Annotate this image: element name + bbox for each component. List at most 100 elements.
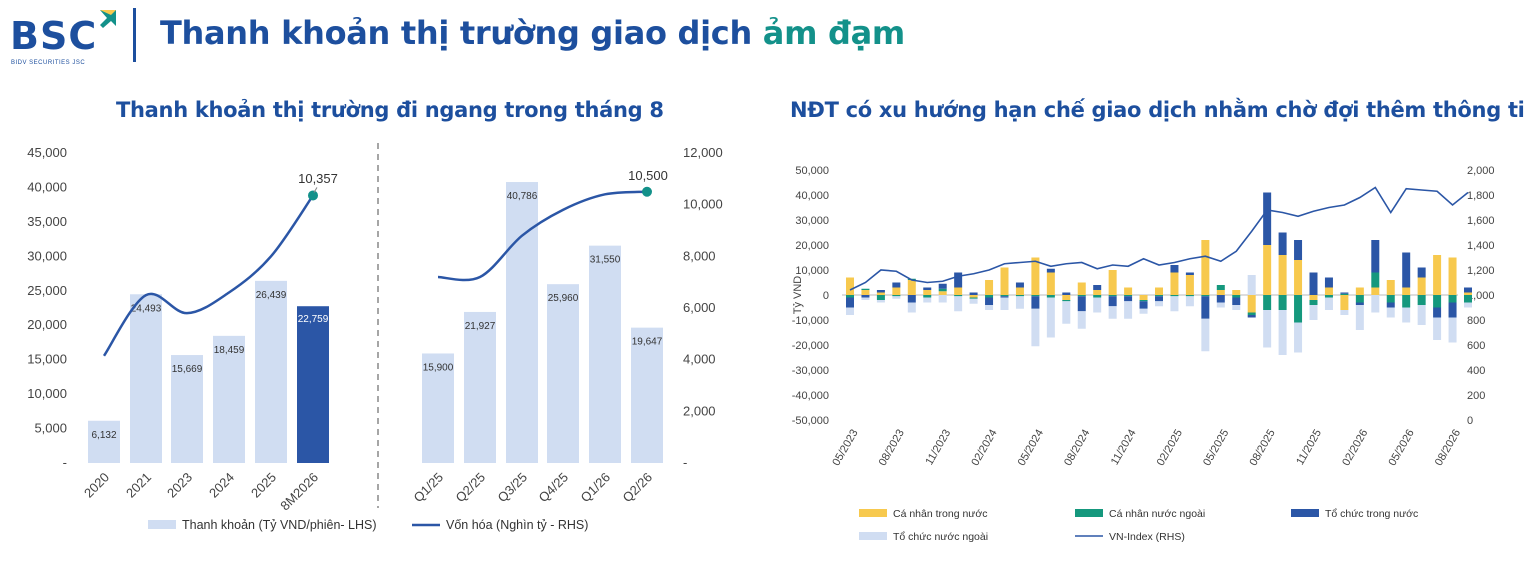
- x-axis-tick: 2024: [206, 470, 237, 501]
- flow-bar-segment: [1201, 318, 1210, 352]
- flow-bar-segment: [1309, 305, 1318, 320]
- left-axis-tick: 20,000: [27, 317, 67, 332]
- flow-bar-segment: [1232, 295, 1241, 298]
- legend-market-cap-label: Vốn hóa (Nghìn tỷ - RHS): [446, 518, 588, 532]
- flow-bar-segment: [1402, 295, 1411, 308]
- left-axis-tick: 40,000: [27, 179, 67, 194]
- flow-bar-segment: [1031, 257, 1040, 295]
- chart1-title: Thanh khoản thị trường đi ngang trong th…: [116, 98, 664, 122]
- flow-bar-segment: [1464, 302, 1472, 308]
- flow-bar-segment: [1324, 277, 1333, 288]
- flow-bar-segment: [923, 287, 932, 290]
- flow-bar-segment: [1155, 301, 1163, 307]
- liquidity-bar-label: 18,459: [214, 345, 245, 356]
- x-axis-tick: 2025: [248, 470, 279, 501]
- bsc-logo: BSC BIDV SECURITIES JSC: [10, 6, 120, 68]
- page-title: Thanh khoản thị trường giao dịch ảm đạm: [160, 14, 905, 52]
- flow-bar-segment: [1077, 282, 1086, 295]
- liquidity-bar: [589, 245, 621, 463]
- flow-bar-segment: [1015, 296, 1024, 309]
- flow-bar-segment: [1278, 310, 1287, 355]
- flow-bar-segment: [1417, 295, 1426, 305]
- flow-bar-segment: [1386, 302, 1395, 308]
- x-axis-tick: Q1/25: [410, 470, 446, 506]
- flow-bar-segment: [1263, 295, 1272, 310]
- flow-bar-segment: [1062, 295, 1071, 300]
- flow-bar-segment: [1155, 295, 1163, 297]
- flow-bar-segment: [892, 295, 901, 297]
- flow-bar-segment: [1185, 272, 1194, 275]
- flow-bar-segment: [1170, 265, 1179, 273]
- left-axis-tick: -10,000: [792, 315, 829, 327]
- left-axis-tick: 0: [823, 290, 829, 302]
- liquidity-bar: [547, 284, 579, 463]
- flow-bar-segment: [1201, 240, 1210, 295]
- liquidity-bar-label: 6,132: [91, 430, 116, 441]
- flow-bar-segment: [1232, 297, 1241, 305]
- liquidity-bar-label: 24,493: [131, 303, 162, 314]
- liquidity-bar: [464, 311, 496, 463]
- flow-bar-segment: [1402, 307, 1411, 323]
- flow-bar-segment: [1278, 232, 1287, 255]
- flow-bar-segment: [1108, 270, 1117, 295]
- flow-bar-segment: [846, 277, 854, 295]
- flow-bar-segment: [1448, 302, 1457, 318]
- flow-bar-segment: [985, 295, 994, 298]
- legend-ca-nhan-nuoc-ngoai-swatch: [1075, 509, 1103, 517]
- flow-bar-segment: [985, 305, 994, 310]
- left-axis-tick: 5,000: [34, 421, 67, 436]
- liquidity-bar: [255, 280, 287, 463]
- x-axis-tick: 08/2026: [1433, 428, 1463, 468]
- right-axis-tick: 12,000: [683, 145, 723, 160]
- x-axis-tick: Q4/25: [535, 470, 571, 506]
- flow-bar-segment: [1046, 295, 1055, 298]
- liquidity-bar: [88, 420, 120, 463]
- flow-bar-segment: [1139, 308, 1148, 314]
- x-axis-tick: 08/2024: [1062, 428, 1092, 468]
- flow-bar-segment: [1015, 287, 1024, 295]
- right-axis-tick: 400: [1467, 365, 1485, 377]
- flow-bar-segment: [1170, 272, 1179, 295]
- flow-bar-segment: [861, 290, 870, 295]
- x-axis-tick: 08/2023: [877, 428, 907, 468]
- right-axis-tick: 1,800: [1467, 190, 1495, 202]
- flow-bar-segment: [1355, 305, 1364, 330]
- flow-bar-segment: [907, 302, 916, 313]
- flow-bar-segment: [1417, 305, 1426, 325]
- flow-bar-segment: [907, 280, 916, 295]
- market-cap-line-2: [437, 190, 648, 282]
- flow-bar-segment: [1309, 300, 1318, 305]
- flow-bar-segment: [1170, 296, 1179, 312]
- x-axis-tick: 08/2025: [1247, 428, 1277, 468]
- flow-bar-segment: [1294, 295, 1303, 323]
- legend-vnindex-label: VN-Index (RHS): [1109, 531, 1185, 543]
- flow-bar-segment: [1031, 295, 1040, 297]
- flow-bar-segment: [1324, 287, 1333, 295]
- flow-bar-segment: [1216, 295, 1225, 303]
- flow-bar-segment: [954, 272, 963, 288]
- flow-bar-segment: [969, 295, 978, 298]
- flow-bar-segment: [861, 288, 870, 290]
- market-cap-end-label: 10,500: [628, 168, 668, 183]
- liquidity-bar: [213, 335, 245, 463]
- flow-bar-segment: [1294, 240, 1303, 260]
- x-axis-tick: Q3/25: [494, 470, 530, 506]
- flow-bar-segment: [1278, 295, 1287, 310]
- flow-bar-segment: [1015, 282, 1024, 288]
- legend-liquidity-label: Thanh khoản (Tỷ VND/phiên- LHS): [182, 518, 377, 532]
- flow-bar-segment: [1185, 275, 1194, 295]
- flow-bar-segment: [1000, 295, 1009, 297]
- left-axis-tick: 20,000: [795, 240, 829, 252]
- flow-bar-segment: [1340, 293, 1349, 295]
- flow-bar-segment: [1263, 245, 1272, 295]
- flow-bar-segment: [1000, 267, 1009, 295]
- flow-bar-segment: [1433, 295, 1442, 308]
- flow-bar-segment: [1247, 312, 1256, 315]
- legend-to-chuc-trong-nuoc-label: Tổ chức trong nước: [1325, 508, 1418, 520]
- flow-bar-segment: [1340, 292, 1349, 294]
- right-axis-tick: 4,000: [683, 352, 716, 367]
- flow-bar-segment: [1000, 296, 1009, 298]
- flow-bar-segment: [1031, 308, 1040, 347]
- flow-bar-segment: [1309, 295, 1318, 300]
- flow-bar-segment: [1139, 295, 1148, 300]
